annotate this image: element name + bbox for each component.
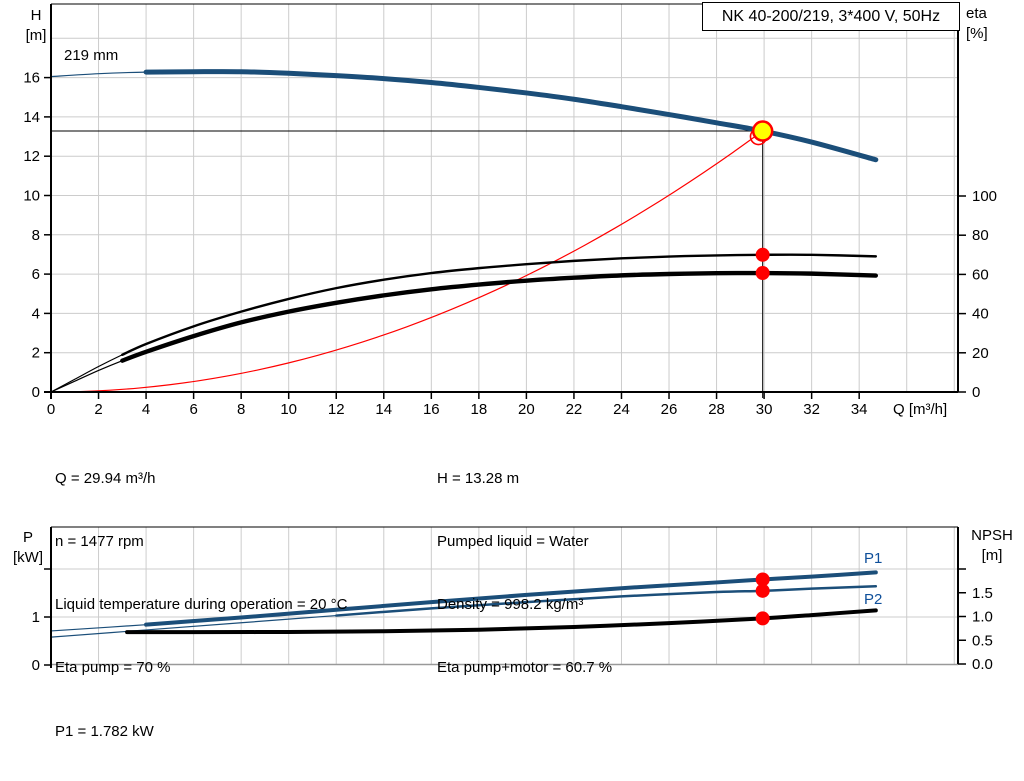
info-density: Density = 998.2 kg/m³ bbox=[437, 596, 584, 613]
p-tick-label: 0 bbox=[32, 657, 40, 674]
x-tick-label: 4 bbox=[142, 401, 150, 418]
x-tick-label: 14 bbox=[375, 401, 392, 418]
npsh-tick-label: 0.5 bbox=[972, 632, 993, 649]
h-tick-label: 6 bbox=[32, 266, 40, 283]
x-tick-label: 34 bbox=[851, 401, 868, 418]
npsh-tick-label: 1.5 bbox=[972, 585, 993, 602]
h-tick-label: 16 bbox=[23, 70, 40, 87]
x-tick-label: 8 bbox=[237, 401, 245, 418]
p-axis-label: P [kW] bbox=[13, 529, 43, 566]
x-tick-label: 30 bbox=[756, 401, 773, 418]
info-h: H = 13.28 m bbox=[437, 470, 520, 487]
h-tick-label: 8 bbox=[32, 227, 40, 244]
npsh-curve-thin bbox=[125, 608, 878, 635]
h-tick-label: 12 bbox=[23, 148, 40, 165]
h-tick-label: 4 bbox=[32, 305, 40, 322]
eta-tick-label: 100 bbox=[972, 188, 997, 205]
eta-axis-label: eta [%] bbox=[966, 5, 988, 42]
x-tick-label: 32 bbox=[803, 401, 820, 418]
impeller-diameter-label: 219 mm bbox=[64, 47, 119, 64]
npsh-tick-label: 0.0 bbox=[972, 656, 993, 673]
duty-npsh-dot bbox=[755, 611, 770, 626]
eta-pump-motor bbox=[120, 270, 879, 363]
eta-tick-label: 60 bbox=[972, 266, 989, 283]
x-tick-label: 24 bbox=[613, 401, 630, 418]
x-tick-label: 12 bbox=[328, 401, 345, 418]
x-tick-label: 16 bbox=[423, 401, 440, 418]
h-axis-label: H [m] bbox=[25, 7, 47, 44]
duty-info-right: H = 13.28 m Pumped liquid = Water Densit… bbox=[437, 426, 612, 720]
x-tick-label: 0 bbox=[47, 401, 55, 418]
x-tick-label: 26 bbox=[661, 401, 678, 418]
p1-curve bbox=[144, 570, 878, 627]
info-eta-pump: Eta pump = 70 % bbox=[55, 659, 171, 676]
info-q: Q = 29.94 m³/h bbox=[55, 470, 156, 487]
npsh-axis-label: NPSH [m] bbox=[971, 527, 1013, 564]
info-eta-pump-motor: Eta pump+motor = 60.7 % bbox=[437, 659, 613, 676]
info-n: n = 1477 rpm bbox=[55, 533, 144, 550]
npsh-tick-label: 1.0 bbox=[972, 609, 993, 626]
info-liquid-temp: Liquid temperature during operation = 20… bbox=[55, 596, 348, 613]
info-p1: P1 = 1.782 kW bbox=[55, 723, 154, 740]
h-tick-label: 14 bbox=[23, 109, 40, 126]
h-tick-label: 0 bbox=[32, 384, 40, 401]
x-tick-label: 10 bbox=[280, 401, 297, 418]
x-tick-label: 22 bbox=[566, 401, 583, 418]
head-curve-219mm bbox=[143, 69, 879, 163]
x-tick-label: 2 bbox=[94, 401, 102, 418]
eta-pump bbox=[121, 253, 878, 356]
p-tick-label: 1 bbox=[32, 609, 40, 626]
h-tick-label: 2 bbox=[32, 345, 40, 362]
power-info: P1 = 1.782 kW P2 = 1.545 kW NPSH = 0.96 … bbox=[55, 679, 389, 781]
eta-tick-label: 20 bbox=[972, 345, 989, 362]
duty-eta-pump-dot bbox=[755, 247, 770, 262]
p2-curve-label: P2 bbox=[864, 591, 883, 608]
duty-p1-dot bbox=[755, 572, 770, 587]
info-pumped-liquid: Pumped liquid = Water bbox=[437, 533, 589, 550]
pump-title: NK 40-200/219, 3*400 V, 50Hz bbox=[702, 2, 960, 31]
eta-tick-label: 40 bbox=[972, 306, 989, 323]
p1-curve-label: P1 bbox=[864, 550, 883, 567]
x-tick-label: 20 bbox=[518, 401, 535, 418]
x-tick-label: 28 bbox=[708, 401, 725, 418]
duty-p2-dot bbox=[755, 583, 770, 598]
x-tick-label: 18 bbox=[471, 401, 488, 418]
duty-point-marker bbox=[751, 120, 774, 142]
q-axis-unit-label: Q [m³/h] bbox=[893, 401, 947, 418]
duty-info-left: Q = 29.94 m³/h n = 1477 rpm Liquid tempe… bbox=[55, 426, 347, 720]
eta-tick-label: 0 bbox=[972, 384, 980, 401]
x-tick-label: 6 bbox=[189, 401, 197, 418]
affinity-parabola bbox=[50, 130, 764, 393]
h-tick-label: 10 bbox=[23, 188, 40, 205]
duty-eta-pump-motor-dot bbox=[755, 266, 770, 281]
eta-pump-thin bbox=[50, 254, 877, 393]
eta-tick-label: 80 bbox=[972, 227, 989, 244]
p2-curve bbox=[334, 585, 878, 617]
